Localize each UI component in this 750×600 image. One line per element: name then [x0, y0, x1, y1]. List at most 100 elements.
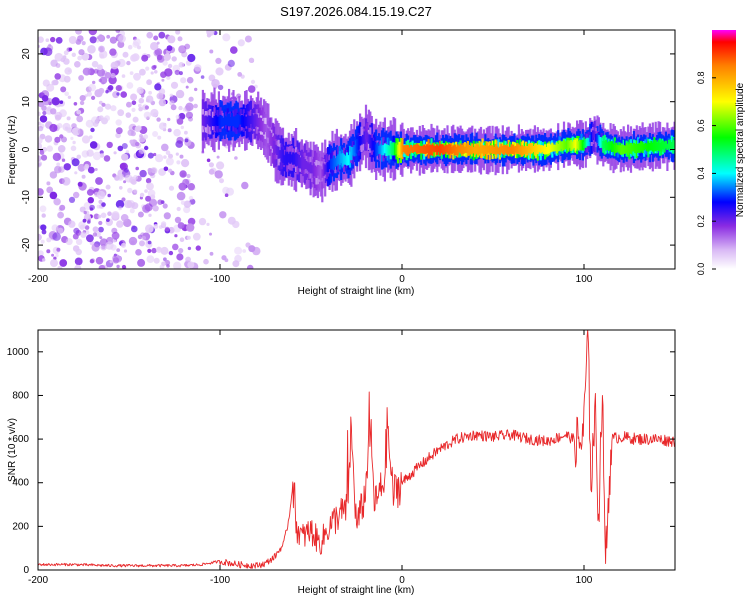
noise-blob	[116, 92, 120, 96]
ridge-cell	[335, 156, 338, 166]
ridge-cell	[659, 143, 662, 152]
spectrogram-x-ticks: -200 -100 0 100	[28, 30, 593, 285]
noise-blob	[125, 112, 132, 118]
noise-blob	[71, 52, 77, 57]
noise-blob	[200, 75, 205, 79]
ridge-cell	[293, 153, 296, 165]
noise-blob	[40, 239, 45, 244]
ridge-cell	[423, 144, 426, 154]
ridge-cell	[420, 146, 423, 154]
ridge-cell	[345, 152, 349, 166]
noise-blob	[98, 35, 105, 43]
ridge-cell	[629, 142, 633, 154]
ridge-cell	[297, 155, 301, 169]
noise-blob	[154, 83, 162, 91]
colorbar: 0.0 0.2 0.4 0.6 0.8 Normalized spectral ampl…	[696, 30, 746, 275]
noise-blob	[134, 126, 141, 132]
ridge-cell	[536, 144, 539, 155]
ridge-cell	[290, 154, 293, 163]
noise-blob	[38, 155, 42, 162]
ridge-cell	[316, 165, 319, 176]
noise-blob	[180, 200, 186, 205]
noise-blob	[38, 161, 43, 167]
noise-blob	[133, 72, 141, 81]
ridge-cell	[369, 134, 372, 149]
noise-blob	[186, 223, 195, 232]
ridge-cell	[431, 144, 434, 152]
noise-blob	[178, 182, 187, 191]
ridge-cell	[296, 153, 299, 166]
noise-blob	[49, 191, 58, 200]
noise-blob	[78, 49, 85, 56]
noise-blob	[209, 251, 214, 256]
ridge-cell	[239, 116, 242, 125]
noise-blob	[38, 137, 43, 145]
ridge-cell	[535, 145, 538, 154]
ridge-cell	[437, 145, 440, 153]
noise-blob	[126, 82, 134, 89]
noise-blob	[75, 30, 82, 35]
noise-blob	[119, 186, 123, 190]
noise-blob	[185, 102, 194, 112]
ridge-cell	[539, 145, 542, 154]
noise-blob	[55, 253, 59, 258]
noise-blob	[121, 197, 126, 202]
ridge-cell	[458, 145, 461, 153]
ridge-cell	[242, 116, 245, 128]
noise-blob	[52, 79, 59, 86]
ridge-cell	[283, 155, 286, 165]
noise-blob	[104, 103, 112, 110]
noise-blob	[75, 238, 83, 245]
ridge-cell	[491, 145, 494, 154]
ridge-cell	[463, 146, 467, 153]
noise-blob	[70, 145, 77, 152]
noise-blob	[175, 152, 179, 156]
ridge-cell	[494, 144, 497, 155]
noise-blob	[164, 68, 173, 77]
noise-blob	[61, 136, 67, 143]
noise-blob	[112, 238, 117, 243]
noise-blob	[41, 229, 47, 235]
noise-blob	[56, 162, 61, 167]
ridge-cell	[504, 145, 507, 154]
ridge-cell	[520, 145, 523, 156]
ridge-cell	[351, 147, 354, 156]
noise-blob	[107, 193, 111, 198]
noise-blob	[219, 178, 224, 184]
ridge-cell	[399, 143, 402, 158]
ridge-cell	[647, 141, 650, 152]
noise-blob	[43, 47, 53, 56]
ridge-cell	[235, 115, 238, 128]
noise-blob	[150, 108, 159, 118]
noise-blob	[82, 67, 91, 76]
ridge-cell	[452, 145, 455, 154]
noise-blob	[77, 128, 84, 135]
noise-blob	[163, 166, 169, 172]
noise-blob	[180, 125, 184, 130]
noise-blob	[135, 141, 140, 147]
noise-blob	[234, 246, 243, 255]
noise-blob	[117, 109, 125, 117]
ridge-cell	[527, 143, 531, 153]
ridge-cell	[638, 142, 641, 154]
ridge-cell	[246, 115, 250, 127]
ridge-cell	[404, 145, 407, 154]
noise-blob	[127, 44, 133, 50]
noise-blob	[176, 160, 181, 165]
noise-blob	[176, 206, 181, 212]
noise-blob	[94, 168, 98, 171]
noise-blob	[139, 192, 145, 198]
noise-blob	[118, 206, 123, 211]
ridge-cell	[312, 163, 315, 177]
ridge-cell	[612, 143, 615, 152]
ridge-cell	[217, 116, 220, 126]
ridge-cell	[268, 130, 271, 145]
ridge-cell	[280, 147, 283, 162]
noise-blob	[166, 264, 170, 268]
snr-y-tick-label: 600	[12, 434, 29, 445]
noise-blob	[181, 159, 190, 168]
noise-blob	[38, 36, 44, 43]
noise-blob	[165, 157, 174, 166]
noise-blob	[153, 224, 159, 229]
ridge-cell	[627, 145, 630, 156]
